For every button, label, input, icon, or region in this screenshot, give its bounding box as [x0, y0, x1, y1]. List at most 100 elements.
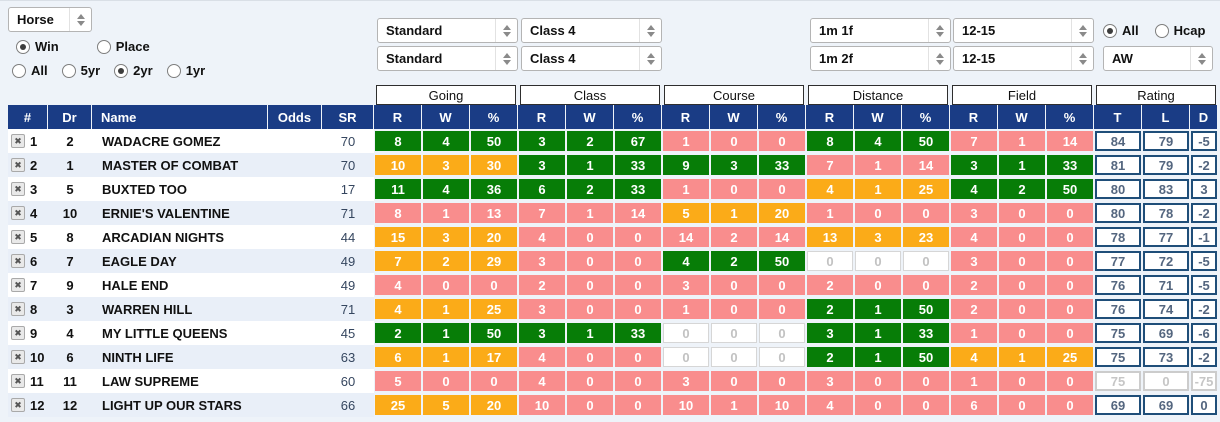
col-header-going-pct[interactable]: % [470, 105, 517, 129]
radio-option-5yr[interactable]: 5yr [61, 63, 100, 78]
rating-t-cell[interactable]: 84 [1095, 131, 1141, 151]
remove-row-icon[interactable]: ✖ [11, 254, 25, 268]
col-header-distance-r[interactable]: R [806, 105, 853, 129]
radio-circle-icon[interactable] [12, 63, 26, 78]
radio-circle-icon[interactable] [16, 39, 30, 54]
radio-option-all[interactable]: All [12, 63, 48, 78]
radio-circle-icon[interactable] [166, 63, 181, 78]
rating-t-cell[interactable]: 80 [1095, 179, 1141, 199]
going-select-2[interactable]: Standard [377, 46, 518, 71]
col-header-course-r[interactable]: R [662, 105, 709, 129]
spinner-icon[interactable] [69, 8, 91, 31]
rating-l-cell[interactable]: 69 [1143, 323, 1189, 343]
radio-option-win[interactable]: Win [16, 39, 59, 54]
spinner-icon[interactable] [1190, 47, 1212, 70]
rating-l-cell[interactable]: 0 [1143, 371, 1189, 391]
col-header-class-r[interactable]: R [518, 105, 565, 129]
remove-row-icon[interactable]: ✖ [11, 182, 25, 196]
rating-d-cell[interactable]: -1 [1191, 227, 1217, 247]
distance-select-1[interactable]: 1m 1f [810, 18, 951, 43]
field-select-2[interactable]: 12-15 [953, 46, 1094, 71]
col-header-distance-pct[interactable]: % [902, 105, 949, 129]
radio-circle-icon[interactable] [1103, 23, 1117, 38]
col-header-rating-t[interactable]: T [1094, 105, 1141, 129]
col-header-field-pct[interactable]: % [1046, 105, 1093, 129]
rating-t-cell[interactable]: 75 [1095, 371, 1141, 391]
rating-d-cell[interactable]: -75 [1191, 371, 1217, 391]
remove-row-icon[interactable]: ✖ [11, 398, 25, 412]
rating-d-cell[interactable]: 3 [1191, 179, 1217, 199]
col-header-distance-w[interactable]: W [854, 105, 901, 129]
spinner-icon[interactable] [639, 19, 661, 42]
rating-l-cell[interactable]: 71 [1143, 275, 1189, 295]
remove-row-icon[interactable]: ✖ [11, 134, 25, 148]
col-header-course-pct[interactable]: % [758, 105, 805, 129]
rating-t-cell[interactable]: 76 [1095, 275, 1141, 295]
distance-select-2[interactable]: 1m 2f [810, 46, 951, 71]
spinner-icon[interactable] [495, 19, 517, 42]
rating-l-cell[interactable]: 83 [1143, 179, 1189, 199]
rating-t-cell[interactable]: 80 [1095, 203, 1141, 223]
surface-select[interactable]: AW [1103, 46, 1213, 71]
rating-l-cell[interactable]: 74 [1143, 299, 1189, 319]
rating-t-cell[interactable]: 75 [1095, 323, 1141, 343]
spinner-icon[interactable] [639, 47, 661, 70]
spinner-icon[interactable] [928, 47, 950, 70]
col-header-course-w[interactable]: W [710, 105, 757, 129]
going-select-1[interactable]: Standard [377, 18, 518, 43]
rating-d-cell[interactable]: 0 [1191, 395, 1217, 415]
col-header-rating-l[interactable]: L [1142, 105, 1189, 129]
rating-l-cell[interactable]: 78 [1143, 203, 1189, 223]
col-header-num[interactable]: # [8, 105, 47, 129]
radio-option-hcap[interactable]: Hcap [1154, 23, 1205, 38]
rating-t-cell[interactable]: 75 [1095, 347, 1141, 367]
rating-t-cell[interactable]: 76 [1095, 299, 1141, 319]
remove-row-icon[interactable]: ✖ [11, 350, 25, 364]
remove-row-icon[interactable]: ✖ [11, 206, 25, 220]
rating-l-cell[interactable]: 79 [1143, 155, 1189, 175]
rating-l-cell[interactable]: 72 [1143, 251, 1189, 271]
rating-d-cell[interactable]: -2 [1191, 203, 1217, 223]
rating-l-cell[interactable]: 69 [1143, 395, 1189, 415]
spinner-icon[interactable] [928, 19, 950, 42]
radio-option-1yr[interactable]: 1yr [166, 63, 205, 78]
radio-circle-icon[interactable] [1154, 23, 1169, 38]
rating-d-cell[interactable]: -6 [1191, 323, 1217, 343]
col-header-draw[interactable]: Dr [48, 105, 91, 129]
class-select-2[interactable]: Class 4 [521, 46, 662, 71]
field-select-1[interactable]: 12-15 [953, 18, 1094, 43]
col-header-field-r[interactable]: R [950, 105, 997, 129]
rating-l-cell[interactable]: 73 [1143, 347, 1189, 367]
remove-row-icon[interactable]: ✖ [11, 158, 25, 172]
radio-circle-icon[interactable] [96, 39, 111, 54]
rating-d-cell[interactable]: -5 [1191, 251, 1217, 271]
col-header-going-w[interactable]: W [422, 105, 469, 129]
rating-d-cell[interactable]: -2 [1191, 299, 1217, 319]
remove-row-icon[interactable]: ✖ [11, 374, 25, 388]
rating-d-cell[interactable]: -5 [1191, 131, 1217, 151]
remove-row-icon[interactable]: ✖ [11, 302, 25, 316]
col-header-odds[interactable]: Odds [268, 105, 321, 129]
col-header-going-r[interactable]: R [374, 105, 421, 129]
remove-row-icon[interactable]: ✖ [11, 278, 25, 292]
col-header-sr[interactable]: SR [322, 105, 373, 129]
col-header-name[interactable]: Name [92, 105, 267, 129]
radio-option-place[interactable]: Place [96, 39, 150, 54]
rating-l-cell[interactable]: 77 [1143, 227, 1189, 247]
spinner-icon[interactable] [495, 47, 517, 70]
radio-circle-icon[interactable] [114, 63, 129, 78]
rating-t-cell[interactable]: 77 [1095, 251, 1141, 271]
rating-t-cell[interactable]: 69 [1095, 395, 1141, 415]
rating-l-cell[interactable]: 79 [1143, 131, 1189, 151]
radio-option-2yr[interactable]: 2yr [114, 63, 153, 78]
col-header-class-w[interactable]: W [566, 105, 613, 129]
remove-row-icon[interactable]: ✖ [11, 230, 25, 244]
rating-d-cell[interactable]: -5 [1191, 275, 1217, 295]
col-header-rating-d[interactable]: D [1190, 105, 1217, 129]
entity-select[interactable]: Horse [8, 7, 92, 32]
remove-row-icon[interactable]: ✖ [11, 326, 25, 340]
rating-d-cell[interactable]: -2 [1191, 347, 1217, 367]
rating-t-cell[interactable]: 81 [1095, 155, 1141, 175]
class-select-1[interactable]: Class 4 [521, 18, 662, 43]
rating-t-cell[interactable]: 78 [1095, 227, 1141, 247]
